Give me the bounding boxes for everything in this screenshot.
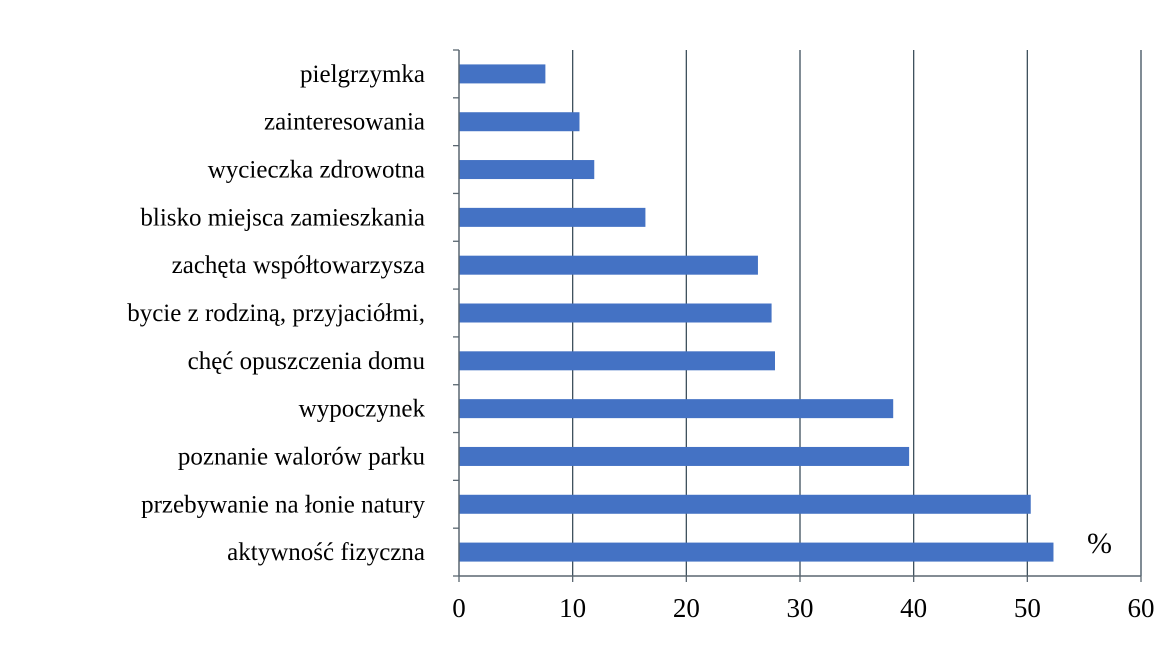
bar [459, 303, 772, 323]
bars [459, 64, 1054, 562]
category-label: pielgrzymka [300, 61, 425, 88]
category-label: chęć opuszczenia domu [188, 348, 426, 375]
x-tick-label: 20 [673, 593, 700, 623]
category-label: zachęta współtowarzysza [172, 252, 425, 279]
bar [459, 112, 580, 132]
bar [459, 446, 910, 466]
axes [453, 49, 1142, 582]
x-tick-label: 40 [900, 593, 927, 623]
bar [459, 542, 1054, 562]
category-labels: pielgrzymka zainteresowania wycieczka zdro… [127, 61, 425, 566]
category-label: blisko miejsca zamieszkania [140, 204, 425, 231]
x-tick-label: 60 [1128, 593, 1155, 623]
unit-annotation: % [1087, 527, 1112, 560]
bar [459, 494, 1031, 514]
x-tick-label: 30 [787, 593, 814, 623]
bar [459, 160, 595, 180]
category-label: zainteresowania [264, 109, 425, 136]
category-label: poznanie walorów parku [178, 443, 426, 470]
bar [459, 207, 646, 227]
bar [459, 399, 894, 419]
gridlines [572, 50, 1142, 576]
x-tick-labels: 0 10 20 30 40 50 60 [452, 593, 1154, 623]
bar [459, 255, 758, 275]
category-label: aktywność fizyczna [227, 539, 425, 566]
x-tick-label: 50 [1014, 593, 1041, 623]
x-tick-label: 0 [452, 593, 466, 623]
category-label: wycieczka zdrowotna [208, 157, 425, 184]
category-label: przebywanie na łonie natury [141, 491, 425, 518]
bar [459, 64, 546, 84]
category-label: wypoczynek [299, 396, 426, 423]
x-tick-label: 10 [559, 593, 586, 623]
category-label: bycie z rodziną, przyjaciółmi, [127, 300, 425, 327]
bar [459, 351, 775, 371]
